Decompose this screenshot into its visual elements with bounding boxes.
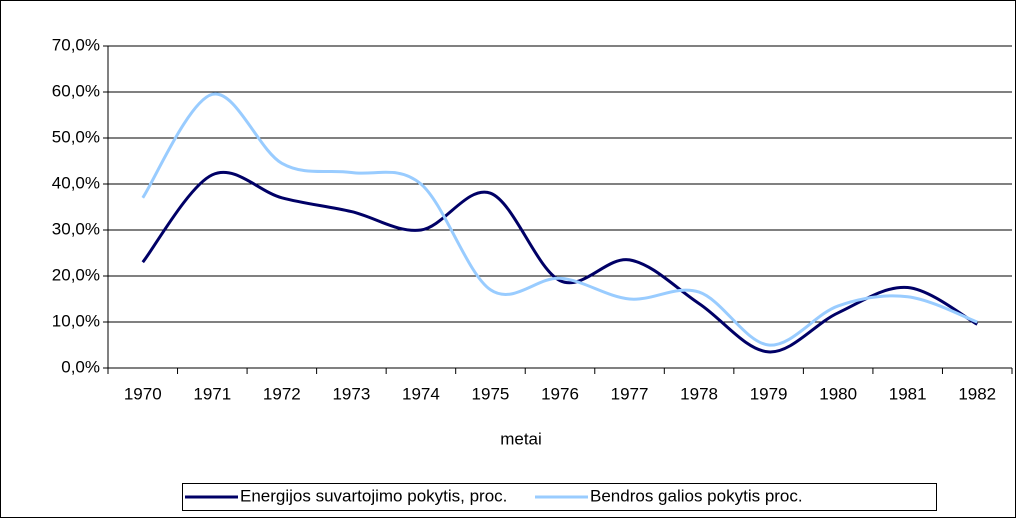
y-tick-label: 0,0%: [61, 357, 100, 376]
x-tick-label: 1978: [680, 384, 718, 403]
x-tick-label: 1973: [332, 384, 370, 403]
x-tick-label: 1976: [541, 384, 579, 403]
y-tick-label: 20,0%: [52, 265, 100, 284]
y-tick-label: 30,0%: [52, 219, 100, 238]
x-tick-label: 1979: [750, 384, 788, 403]
x-tick-label: 1981: [889, 384, 927, 403]
x-tick-label: 1975: [472, 384, 510, 403]
series-line: [141, 170, 978, 354]
x-tick-label: 1977: [611, 384, 649, 403]
series-line: [141, 92, 978, 347]
x-tick-label: 1971: [193, 384, 231, 403]
y-tick-label: 70,0%: [52, 35, 100, 54]
x-tick-label: 1972: [263, 384, 301, 403]
legend-label: Bendros galios pokytis proc.: [590, 486, 803, 505]
x-tick-label: 1970: [124, 384, 162, 403]
y-tick-label: 60,0%: [52, 81, 100, 100]
x-tick-label: 1982: [958, 384, 996, 403]
x-tick-label: 1974: [402, 384, 440, 403]
x-tick-label: 1980: [819, 384, 857, 403]
y-tick-label: 10,0%: [52, 311, 100, 330]
x-axis-title: metai: [500, 429, 542, 448]
y-tick-label: 40,0%: [52, 173, 100, 192]
legend-label: Energijos suvartojimo pokytis, proc.: [240, 486, 507, 505]
y-tick-label: 50,0%: [52, 127, 100, 146]
